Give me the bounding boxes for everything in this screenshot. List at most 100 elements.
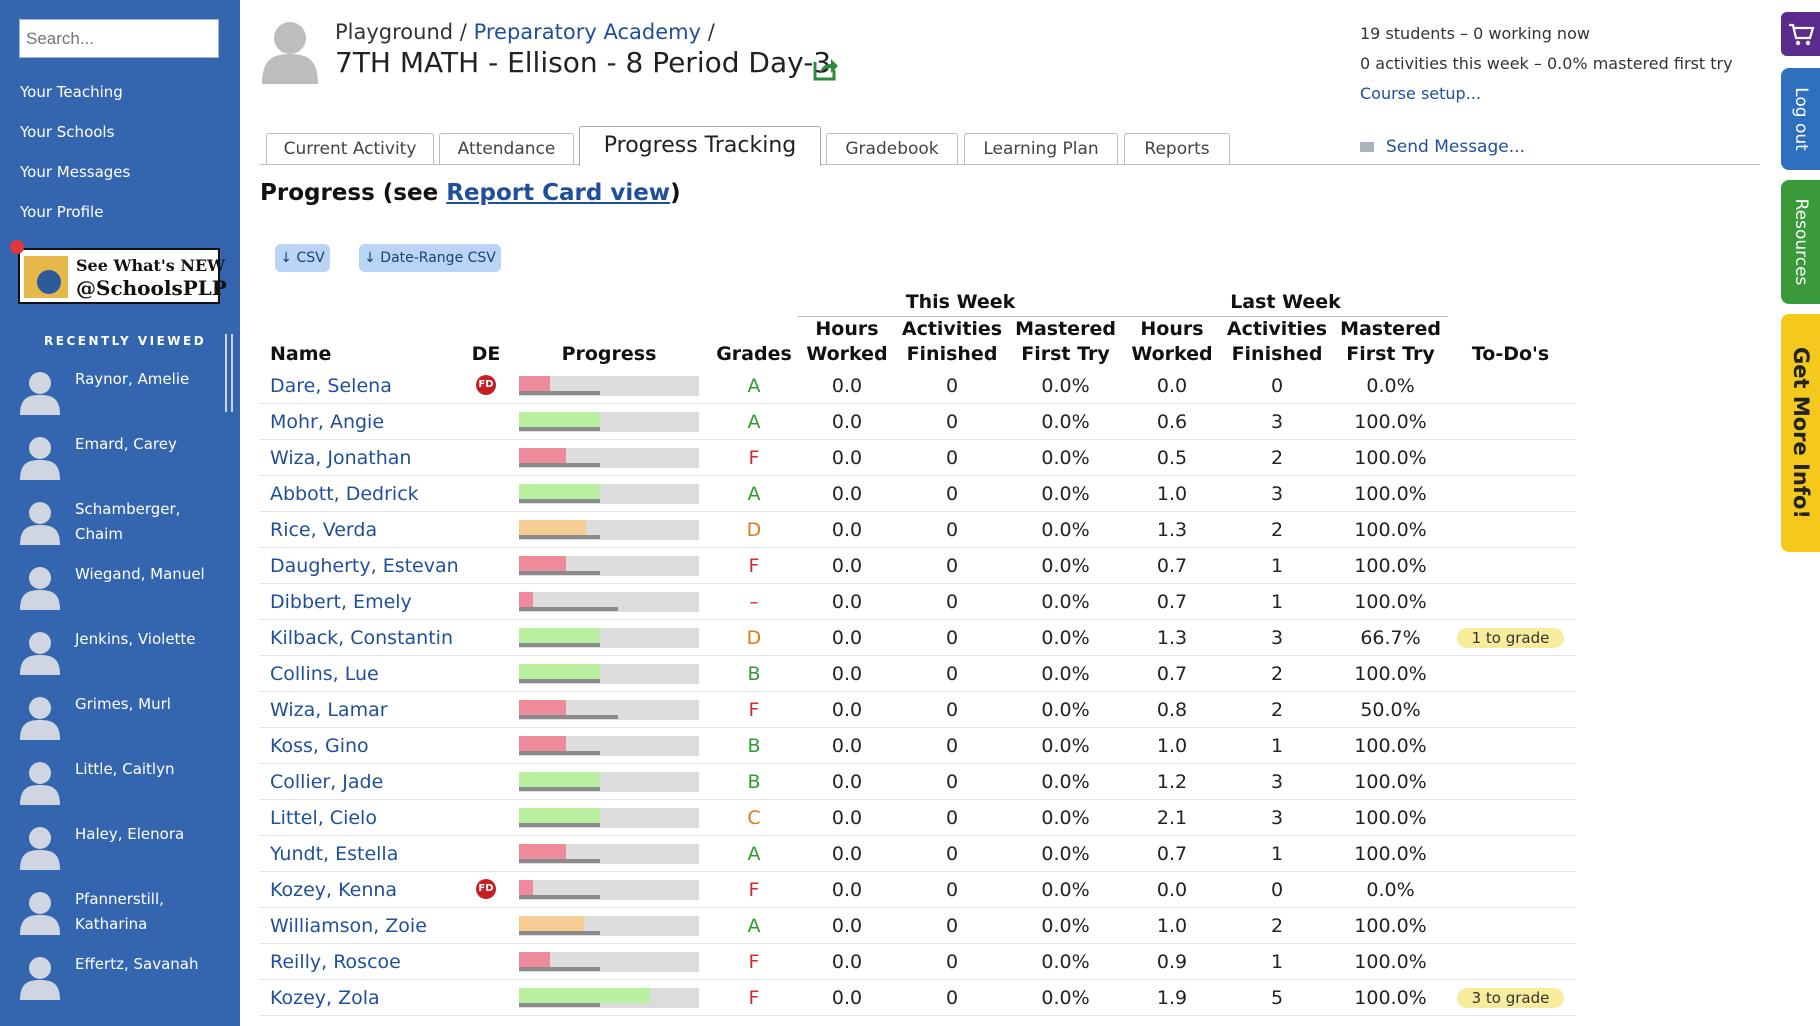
student-name-link[interactable]: Dare, Selena [270,375,392,397]
this-week-activities: 0 [945,879,959,901]
recent-student-item[interactable]: Grimes, Murl [18,692,223,752]
last-week-hours: 0.8 [1156,699,1188,721]
recent-student-item[interactable]: Schamberger, Chaim [18,497,223,557]
this-week-hours: 0.0 [831,411,863,433]
this-week-hours: 0.0 [831,843,863,865]
whats-new-promo[interactable]: See What's NEW @SchoolsPLP [10,240,227,304]
student-name-link[interactable]: Dibbert, Emely [270,591,412,613]
student-name-link[interactable]: Abbott, Dedrick [270,483,419,505]
col-header-name: Name [270,343,332,365]
todo-badge[interactable]: 1 to grade [1457,628,1564,648]
tab-current-activity[interactable]: Current Activity [266,133,434,164]
last-week-mastered: 100.0% [1354,987,1427,1009]
grade-value: – [749,591,759,613]
breadcrumb-school-link[interactable]: Preparatory Academy [473,20,702,44]
recent-student-item[interactable]: Wiegand, Manuel [18,562,223,622]
tab-learning-plan[interactable]: Learning Plan [964,133,1118,164]
csv-download-button[interactable]: ↓ CSV [275,244,330,272]
recent-student-item[interactable]: Haley, Elenora [18,822,223,882]
breadcrumb-separator: / [707,20,715,44]
col-header-lw-hours-line1: Hours [1140,318,1204,340]
table-row: Mohr, Angie A 0.0 0 0.0% 0.6 3 100.0% [260,404,1575,440]
progress-bar [519,700,699,720]
progress-bar [519,808,699,828]
resources-button[interactable]: Resources [1781,180,1820,304]
nav-your-schools[interactable]: Your Schools [20,123,115,141]
col-header-lw-mastered-line1: Mastered [1340,318,1441,340]
table-row: Koss, Gino B 0.0 0 0.0% 1.0 1 100.0% [260,728,1575,764]
this-week-activities: 0 [945,555,959,577]
this-week-hours: 0.0 [831,555,863,577]
tab-gradebook[interactable]: Gradebook [826,133,958,164]
progress-bar-underline [519,535,600,539]
student-name-link[interactable]: Wiza, Jonathan [270,447,412,469]
this-week-mastered: 0.0% [1041,771,1090,793]
progress-bar-underline [519,643,600,647]
student-name-link[interactable]: Koss, Gino [270,735,369,757]
student-name-link[interactable]: Rice, Verda [270,519,378,541]
recent-student-name: Raynor, Amelie [75,370,190,388]
send-message-link[interactable]: Send Message... [1360,137,1525,157]
student-name-link[interactable]: Kozey, Zola [270,987,380,1009]
recent-student-item[interactable]: Effertz, Savanah [18,952,223,1012]
logout-button[interactable]: Log out [1781,68,1820,170]
last-week-hours: 1.0 [1156,483,1188,505]
tab-attendance[interactable]: Attendance [439,133,574,164]
nav-your-messages[interactable]: Your Messages [20,163,131,181]
student-name-link[interactable]: Collier, Jade [270,771,384,793]
nav-your-profile[interactable]: Your Profile [20,203,104,221]
student-avatar-icon [20,827,60,870]
tab-reports[interactable]: Reports [1124,133,1230,164]
recent-student-item[interactable]: Emard, Carey [18,432,223,492]
recently-viewed-scrollbar[interactable] [225,334,233,412]
progress-bar-underline [519,427,600,431]
student-name-link[interactable]: Wiza, Lamar [270,699,388,721]
progress-bar-fill [519,772,600,787]
report-card-view-link[interactable]: Report Card view [446,180,671,206]
share-icon[interactable] [811,54,839,82]
progress-bar-fill [519,844,566,859]
student-name-link[interactable]: Kozey, Kenna [270,879,398,901]
student-name-link[interactable]: Williamson, Zoie [270,915,427,937]
search-input[interactable] [19,19,219,58]
this-week-mastered: 0.0% [1041,987,1090,1009]
last-week-mastered: 100.0% [1354,807,1427,829]
this-week-hours: 0.0 [831,735,863,757]
student-name-link[interactable]: Littel, Cielo [270,807,377,829]
mail-icon [1360,142,1374,152]
progress-bar [519,952,699,972]
student-name-link[interactable]: Daugherty, Estevan [270,555,459,577]
cart-button[interactable] [1781,12,1820,56]
student-name-link[interactable]: Mohr, Angie [270,411,385,433]
tab-progress-tracking[interactable]: Progress Tracking [579,126,821,166]
grade-value: B [747,735,761,757]
last-week-hours: 1.0 [1156,735,1188,757]
recent-student-item[interactable]: Little, Caitlyn [18,757,223,817]
table-row: Rice, Verda D 0.0 0 0.0% 1.3 2 100.0% [260,512,1575,548]
todo-badge[interactable]: 3 to grade [1457,988,1564,1008]
last-week-hours: 0.6 [1156,411,1188,433]
table-row: Yundt, Estella A 0.0 0 0.0% 0.7 1 100.0% [260,836,1575,872]
date-range-csv-button[interactable]: ↓ Date-Range CSV [359,244,501,272]
progress-bar-underline [519,499,600,503]
student-name-link[interactable]: Collins, Lue [270,663,379,685]
progress-bar [519,772,699,792]
last-week-hours: 0.9 [1156,951,1188,973]
student-name-link[interactable]: Reilly, Roscoe [270,951,401,973]
grade-value: D [746,519,762,541]
student-name-link[interactable]: Kilback, Constantin [270,627,453,649]
last-week-mastered: 100.0% [1354,771,1427,793]
get-more-info-button[interactable]: Get More Info! [1781,314,1820,552]
recent-student-item[interactable]: Raynor, Amelie [18,367,223,427]
student-name-link[interactable]: Yundt, Estella [270,843,399,865]
recent-student-item[interactable]: Jenkins, Violette [18,627,223,687]
course-setup-link[interactable]: Course setup... [1360,84,1481,103]
page-title: 7TH MATH - Ellison - 8 Period Day-3 [335,46,832,79]
nav-your-teaching[interactable]: Your Teaching [20,83,123,101]
grade-value: A [747,843,761,865]
this-week-mastered: 0.0% [1041,591,1090,613]
recent-student-item[interactable]: Pfannerstill, Katharina [18,887,223,947]
this-week-activities: 0 [945,627,959,649]
breadcrumb-separator: / [459,20,467,44]
this-week-activities: 0 [945,663,959,685]
